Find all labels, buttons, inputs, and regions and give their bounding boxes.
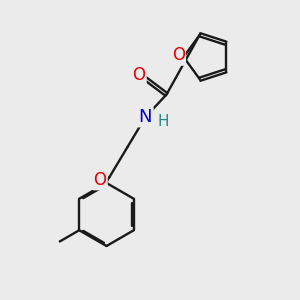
Text: O: O xyxy=(93,171,106,189)
Text: O: O xyxy=(172,46,185,64)
Text: H: H xyxy=(158,114,169,129)
Text: N: N xyxy=(139,108,152,126)
Text: O: O xyxy=(132,66,146,84)
